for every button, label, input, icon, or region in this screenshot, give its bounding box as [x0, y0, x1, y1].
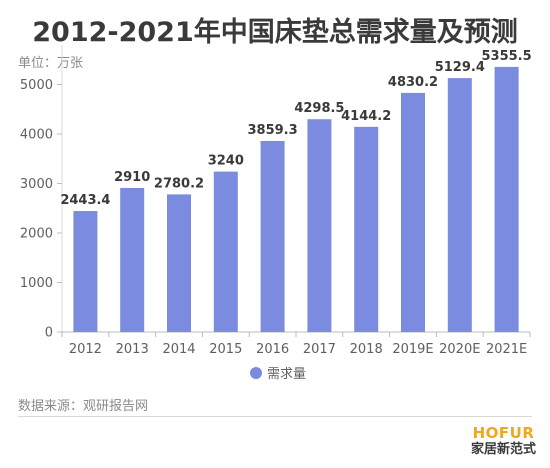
y-tick-label: 3000	[20, 177, 53, 192]
data-label-2020E: 5129.4	[435, 60, 485, 75]
y-tick-label: 1000	[20, 276, 53, 291]
x-tick-label-2013: 2013	[116, 342, 149, 357]
data-label-2019E: 4830.2	[388, 75, 438, 90]
bar-2017	[307, 119, 332, 333]
x-tick-label-2012: 2012	[69, 342, 102, 357]
x-tick-label-2018: 2018	[350, 342, 383, 357]
x-tick-label-2017: 2017	[303, 342, 336, 357]
source-note: 数据来源：观研报告网	[18, 399, 149, 414]
brand-name: HOFUR	[472, 424, 535, 442]
brand-subtitle: 家居新范式	[470, 442, 536, 457]
bar-2020E	[447, 78, 472, 333]
data-label-2016: 3859.3	[248, 123, 298, 138]
legend-marker	[250, 367, 262, 379]
x-tick-label-2016: 2016	[256, 342, 289, 357]
brand-logo: HOFUR 家居新范式	[470, 424, 536, 457]
data-label-2018: 4144.2	[341, 109, 391, 124]
bar-2014	[167, 194, 191, 332]
x-tick-label-2014: 2014	[162, 342, 195, 357]
data-label-2021E: 5355.5	[482, 49, 532, 64]
y-tick-label: 2000	[20, 227, 53, 242]
x-tick-label-2021E: 2021E	[486, 342, 527, 357]
unit-label: 单位：万张	[18, 56, 84, 71]
data-label-2014: 2780.2	[154, 176, 204, 191]
bar-2021E	[494, 66, 519, 333]
divider	[18, 416, 532, 417]
chart-title: 2012-2021年中国床垫总需求量及预测	[32, 17, 518, 48]
data-label-2017: 4298.5	[294, 101, 344, 116]
y-tick-label: 0	[45, 326, 53, 341]
data-label-2013: 2910	[114, 170, 150, 185]
bar-2015	[213, 171, 238, 332]
legend-label: 需求量	[267, 367, 306, 382]
bar-2018	[354, 126, 379, 333]
bar-2019E	[401, 92, 425, 333]
x-tick-label-2015: 2015	[209, 342, 242, 357]
y-tick-label: 4000	[20, 128, 53, 143]
x-tick-label-2019E: 2019E	[392, 342, 433, 357]
y-tick-label: 5000	[20, 78, 53, 93]
bar-chart: 0 1000 2000 3000 4000 5000 2443.4 2012 2910 2013 2…	[20, 44, 532, 382]
data-label-2012: 2443.4	[60, 193, 110, 208]
bar-2016	[260, 140, 285, 332]
data-label-2015: 3240	[208, 154, 244, 169]
bar-2012	[73, 211, 98, 332]
x-tick-label-2020E: 2020E	[439, 342, 480, 357]
bar-2013	[120, 187, 145, 332]
